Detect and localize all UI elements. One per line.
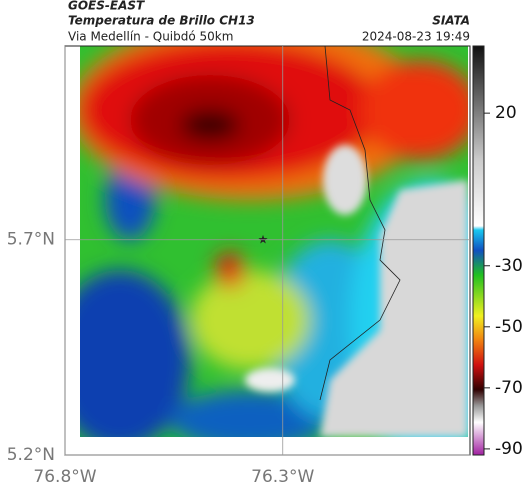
brightness-field (80, 46, 468, 437)
y-tick-label: 5.2°N (7, 445, 55, 465)
colorbar-tick-label: -90 (495, 439, 523, 459)
colorbar-tick-label: -50 (495, 317, 523, 337)
timestamp: 2024-08-23 19:49 (362, 30, 470, 44)
x-tick-label: 76.3°W (251, 467, 314, 487)
colorbar-tick-label: 20 (495, 103, 517, 123)
source: SIATA (432, 14, 470, 28)
subtitle: Temperatura de Brillo CH13 (68, 14, 255, 28)
x-tick-label: 76.8°W (33, 467, 96, 487)
region: Via Medellín - Quibdó 50km (68, 30, 233, 44)
y-tick-label: 5.7°N (7, 230, 55, 250)
colorbar-tick-label: -70 (495, 378, 523, 398)
colorbar-tick-label: -30 (495, 256, 523, 276)
title: GOES-EAST (68, 0, 145, 13)
colorbar (472, 45, 485, 456)
